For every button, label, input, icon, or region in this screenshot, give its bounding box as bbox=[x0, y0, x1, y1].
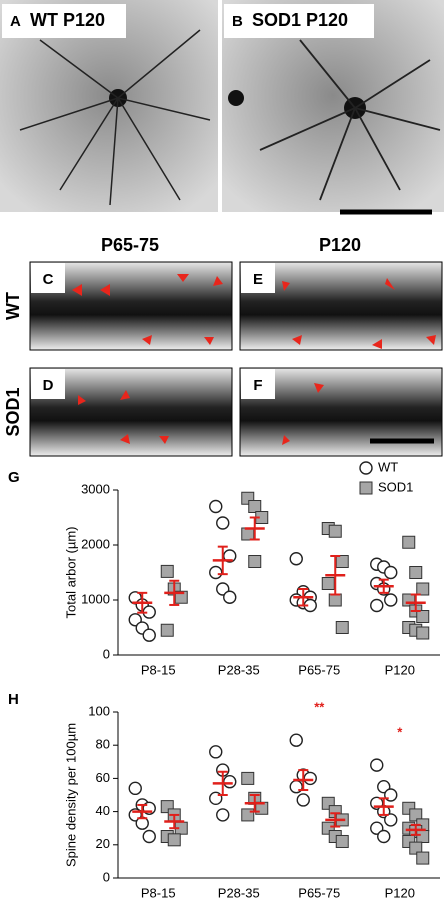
panel-title: WT P120 bbox=[30, 10, 105, 30]
annotation: ** bbox=[314, 700, 325, 715]
y-tick-label: 3000 bbox=[81, 481, 110, 496]
point bbox=[409, 841, 423, 855]
y-tick-label: 20 bbox=[96, 836, 110, 851]
image-cdef: C E D F bbox=[29, 261, 443, 457]
legend-marker bbox=[359, 461, 373, 475]
panel-letter: D bbox=[43, 377, 54, 394]
point bbox=[223, 775, 237, 789]
point bbox=[142, 829, 156, 844]
point bbox=[216, 516, 230, 530]
legend-marker bbox=[359, 481, 373, 495]
point bbox=[335, 834, 349, 848]
point bbox=[328, 524, 342, 538]
point bbox=[416, 851, 430, 865]
panel-title: SOD1 P120 bbox=[252, 10, 348, 30]
point bbox=[142, 628, 156, 642]
x-tick-label: P120 bbox=[385, 662, 415, 677]
column-label: P120 bbox=[319, 235, 361, 255]
point bbox=[416, 830, 430, 843]
point bbox=[384, 813, 398, 827]
point bbox=[384, 593, 398, 607]
point bbox=[241, 527, 255, 541]
point bbox=[377, 829, 391, 844]
y-tick-label: 1000 bbox=[81, 591, 110, 606]
y-tick-label: 40 bbox=[96, 803, 110, 818]
point bbox=[248, 555, 262, 568]
point bbox=[328, 593, 342, 607]
row-label: WT bbox=[3, 292, 23, 320]
y-tick-label: 100 bbox=[88, 703, 110, 718]
point bbox=[160, 623, 174, 637]
point bbox=[335, 555, 349, 568]
point bbox=[209, 499, 223, 514]
legend-label: WT bbox=[378, 459, 398, 474]
point bbox=[402, 593, 416, 607]
x-tick-label: P65-75 bbox=[298, 662, 340, 677]
image-b: B SOD1 P120 bbox=[222, 0, 444, 215]
column-label: P65-75 bbox=[101, 235, 159, 255]
point bbox=[303, 771, 317, 786]
point bbox=[416, 626, 430, 640]
point bbox=[223, 590, 237, 604]
point bbox=[384, 565, 398, 580]
y-axis-title: Total arbor (µm) bbox=[63, 526, 78, 618]
point bbox=[321, 577, 335, 590]
point bbox=[416, 582, 430, 596]
point bbox=[248, 500, 262, 513]
panel-letter: H bbox=[8, 691, 19, 708]
y-tick-label: 2000 bbox=[81, 536, 110, 551]
panel-letter: G bbox=[8, 469, 20, 486]
y-tick-label: 60 bbox=[96, 770, 110, 785]
y-tick-label: 0 bbox=[103, 869, 110, 884]
point bbox=[289, 552, 303, 566]
panel-letter: F bbox=[253, 377, 262, 394]
x-tick-label: P65-75 bbox=[298, 885, 340, 899]
point bbox=[409, 566, 423, 579]
row-label: SOD1 bbox=[3, 387, 23, 436]
x-tick-label: P8-15 bbox=[141, 662, 176, 677]
panel-letter: E bbox=[253, 271, 263, 288]
point bbox=[289, 733, 303, 747]
point bbox=[335, 621, 349, 634]
panel-letter: A bbox=[10, 13, 21, 30]
point bbox=[402, 535, 416, 549]
point bbox=[216, 808, 230, 822]
point bbox=[370, 758, 384, 772]
x-tick-label: P8-15 bbox=[141, 885, 176, 899]
panel-letter: C bbox=[43, 271, 54, 288]
y-tick-label: 80 bbox=[96, 737, 110, 752]
point bbox=[241, 771, 255, 785]
panel-letter: B bbox=[232, 13, 243, 30]
point bbox=[416, 610, 430, 623]
y-tick-label: 0 bbox=[103, 646, 110, 661]
point bbox=[209, 745, 223, 759]
y-axis-title: Spine density per 100µm bbox=[63, 723, 78, 867]
point bbox=[167, 833, 181, 847]
point bbox=[370, 598, 384, 613]
x-tick-label: P120 bbox=[385, 885, 415, 899]
x-tick-label: P28-35 bbox=[218, 662, 260, 677]
legend-label: SOD1 bbox=[378, 479, 413, 494]
point bbox=[296, 793, 310, 807]
x-tick-label: P28-35 bbox=[218, 885, 260, 899]
point bbox=[409, 808, 423, 822]
point bbox=[160, 564, 174, 578]
point bbox=[128, 781, 142, 796]
point bbox=[209, 565, 223, 580]
image-a: A WT P120 bbox=[0, 0, 218, 212]
annotation: * bbox=[397, 725, 403, 740]
